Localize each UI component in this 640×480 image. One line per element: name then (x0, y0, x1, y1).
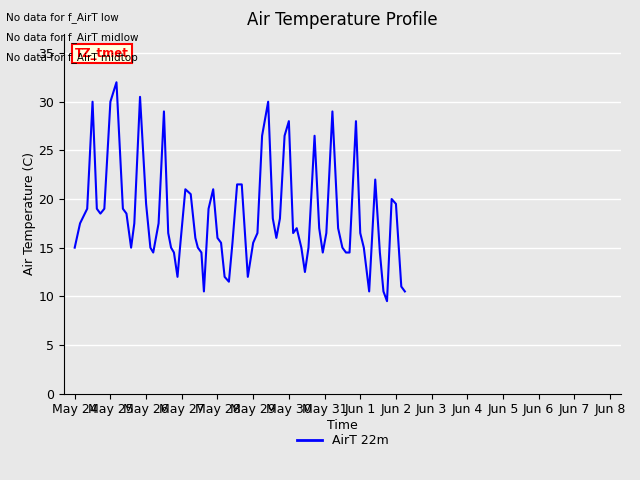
Text: No data for f_AirT midlow: No data for f_AirT midlow (6, 32, 139, 43)
Text: No data for f_AirT midtop: No data for f_AirT midtop (6, 52, 138, 63)
Text: No data for f_AirT low: No data for f_AirT low (6, 12, 119, 23)
Y-axis label: Air Temperature (C): Air Temperature (C) (22, 152, 36, 275)
X-axis label: Time: Time (327, 419, 358, 432)
Text: TZ_tmet: TZ_tmet (75, 47, 129, 60)
Legend: AirT 22m: AirT 22m (292, 429, 393, 452)
Title: Air Temperature Profile: Air Temperature Profile (247, 11, 438, 29)
